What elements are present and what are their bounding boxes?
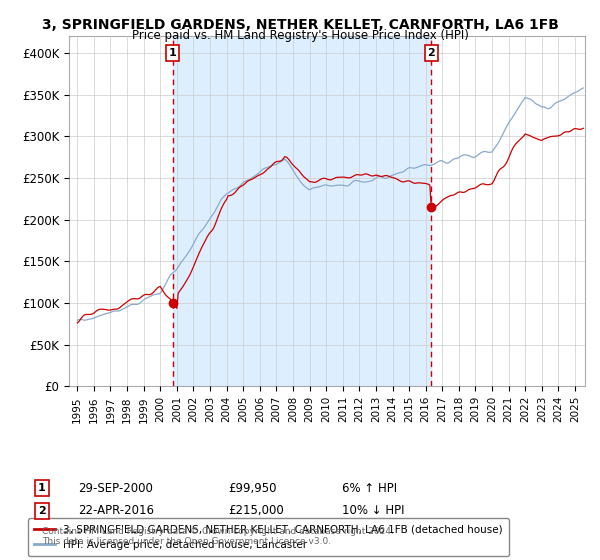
Text: £99,950: £99,950: [228, 482, 277, 495]
Text: 2: 2: [38, 506, 46, 516]
Text: 22-APR-2016: 22-APR-2016: [78, 504, 154, 517]
Legend: 3, SPRINGFIELD GARDENS, NETHER KELLET, CARNFORTH, LA6 1FB (detached house), HPI:: 3, SPRINGFIELD GARDENS, NETHER KELLET, C…: [28, 519, 509, 556]
Text: 1: 1: [38, 483, 46, 493]
Text: 6% ↑ HPI: 6% ↑ HPI: [342, 482, 397, 495]
Bar: [173, 36, 431, 386]
Text: £215,000: £215,000: [228, 504, 284, 517]
Text: 2: 2: [427, 48, 435, 58]
Text: 1: 1: [169, 48, 176, 58]
Text: Price paid vs. HM Land Registry's House Price Index (HPI): Price paid vs. HM Land Registry's House …: [131, 29, 469, 42]
Text: 29-SEP-2000: 29-SEP-2000: [78, 482, 153, 495]
Text: 10% ↓ HPI: 10% ↓ HPI: [342, 504, 404, 517]
Text: 3, SPRINGFIELD GARDENS, NETHER KELLET, CARNFORTH, LA6 1FB: 3, SPRINGFIELD GARDENS, NETHER KELLET, C…: [41, 18, 559, 32]
Text: Contains HM Land Registry data © Crown copyright and database right 2024.
This d: Contains HM Land Registry data © Crown c…: [42, 526, 394, 546]
